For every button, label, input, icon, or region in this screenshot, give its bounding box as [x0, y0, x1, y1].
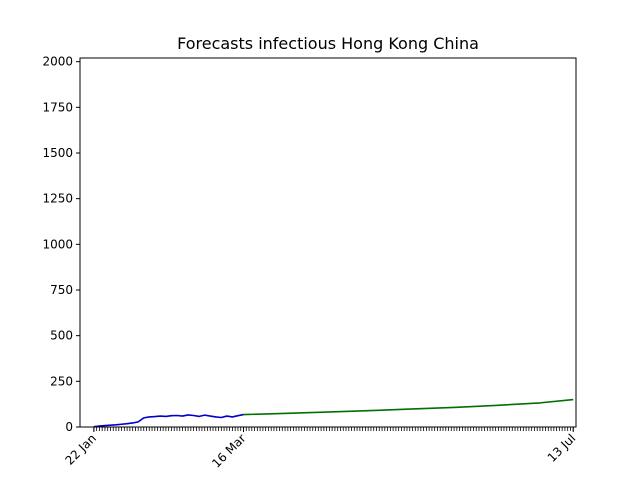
y-tick-label: 1500 — [42, 146, 73, 160]
plot-frame — [79, 57, 577, 428]
x-tick-label: 16 Mar — [209, 431, 248, 470]
plot-lines — [93, 398, 574, 428]
x-axis-ticks: 22 Jan 16 Mar 13 Jul — [62, 427, 578, 471]
y-tick-label: 750 — [50, 283, 73, 297]
series-line-1 — [93, 413, 244, 428]
y-tick-label: 1250 — [42, 192, 73, 206]
chart-title: Forecasts infectious Hong Kong China — [177, 34, 479, 53]
y-tick-label: 1000 — [42, 237, 73, 251]
y-tick-label: 2000 — [42, 55, 73, 69]
x-tick-label: 22 Jan — [62, 431, 98, 467]
y-tick-label: 0 — [65, 420, 73, 434]
y-tick-label: 250 — [50, 374, 73, 388]
x-tick-label: 13 Jul — [545, 431, 579, 465]
y-tick-label: 500 — [50, 329, 73, 343]
y-axis-ticks: 0 250 500 750 1000 1250 1500 1750 2000 — [42, 55, 80, 434]
series-line-2 — [243, 398, 574, 416]
y-tick-label: 1750 — [42, 100, 73, 114]
